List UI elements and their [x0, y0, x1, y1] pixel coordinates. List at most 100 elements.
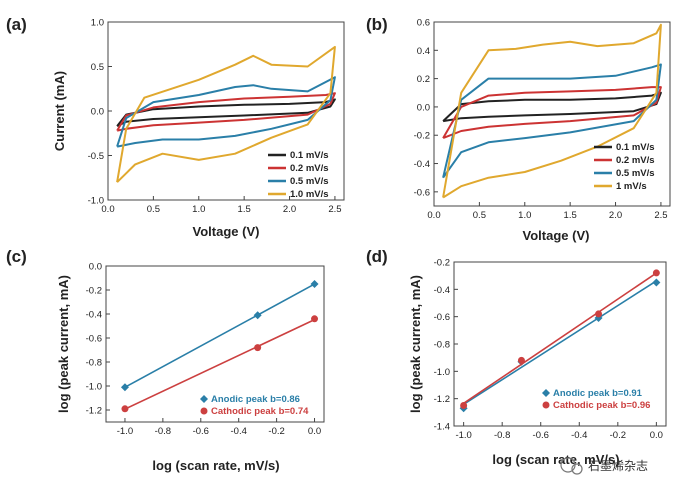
- panel-a-legend: 0.1 mV/s 0.2 mV/s 0.5 mV/s 1.0 mV/s: [268, 150, 329, 200]
- panel-a-x-tick-label: 1.5: [238, 204, 251, 215]
- panel-b-series-line: [442, 86, 662, 140]
- panel-c-x-tick-label: -0.6: [193, 426, 209, 437]
- panel-a-legend-entry: 0.2 mV/s: [290, 163, 329, 174]
- panel-c-y-tick-label: 0.0: [89, 262, 102, 273]
- panel-d-y-tick-label: -1.0: [434, 367, 450, 378]
- panel-d-y-tick-label: -1.4: [434, 422, 450, 433]
- panel-c-data-point: [311, 315, 319, 323]
- panel-c-x-tick-label: -0.8: [155, 426, 171, 437]
- panel-d-y-tick-label: -0.8: [434, 340, 450, 351]
- panel-c-y-tick-label: -1.2: [86, 406, 102, 417]
- panel-d-fit-line: [463, 280, 657, 406]
- panel-c-x-tick-label: -0.2: [268, 426, 284, 437]
- panel-c-y-tick-label: -0.2: [86, 286, 102, 297]
- panel-b-label: (b): [366, 15, 388, 34]
- panel-b-y-tick-label: 0.6: [417, 18, 430, 29]
- panel-a-y-tick-label: -1.0: [88, 196, 104, 207]
- panel-d-legend-entry: Anodic peak b=0.91: [553, 388, 643, 399]
- panel-b-series-line: [442, 63, 662, 179]
- panel-d-x-tick-label: -0.6: [533, 430, 549, 441]
- panel-a-y-tick-label: 1.0: [91, 18, 104, 29]
- panel-d-data-point: [517, 356, 525, 364]
- panel-d-y-tick-label: -1.2: [434, 394, 450, 405]
- panel-d-legend-marker: [542, 389, 550, 397]
- panel-b-x-tick-label: 1.0: [518, 210, 531, 221]
- panel-b-x-tick-label: 0.0: [427, 210, 440, 221]
- panel-d-fit-line: [463, 272, 657, 405]
- panel-a-y-axis-label: Current (mA): [52, 71, 67, 151]
- panel-a-x-tick-label: 0.0: [101, 204, 114, 215]
- panel-c-data-point: [254, 344, 262, 352]
- panel-c-y-axis-label: log (peak current, mA): [56, 275, 71, 413]
- panel-b-y-tick-label: -0.2: [414, 131, 430, 142]
- panel-b-y-tick-label: 0.4: [417, 46, 430, 57]
- panel-d-y-tick-label: -0.6: [434, 312, 450, 323]
- panel-b-plot-frame: [433, 21, 671, 207]
- panel-b-legend: 0.1 mV/s 0.2 mV/s 0.5 mV/s 1 mV/s: [594, 142, 655, 192]
- panel-d-x-tick-label: -1.0: [455, 430, 471, 441]
- panel-d-label: (d): [366, 247, 388, 266]
- panel-a-x-axis-label: Voltage (V): [193, 224, 260, 239]
- panel-a-legend-entry: 1.0 mV/s: [290, 189, 329, 200]
- panel-a-series-line: [116, 92, 336, 132]
- panel-c-ticks: -1.0 -0.8 -0.6 -0.4 -0.2 0.0 -1.2 -1.0 -0.8 -0.6 -…: [86, 262, 322, 438]
- panel-d-data-point: [652, 269, 660, 277]
- panel-a-legend-entry: 0.5 mV/s: [290, 176, 329, 187]
- panel-b-series-line: [442, 91, 662, 123]
- panel-c-legend-marker: [200, 395, 208, 403]
- panel-c-data-point: [310, 280, 319, 288]
- panel-b-y-tick-label: 0.2: [417, 74, 430, 85]
- panel-d-legend-entry: Cathodic peak b=0.96: [553, 400, 650, 411]
- panel-b-x-tick-label: 0.5: [473, 210, 486, 221]
- panel-d-x-tick-label: -0.2: [610, 430, 626, 441]
- panel-b-y-tick-label: -0.4: [414, 159, 430, 170]
- panel-c-label: (c): [6, 247, 27, 266]
- panel-b-ticks: 0.0 0.5 1.0 1.5 2.0 2.5 -0.6 -0.4 -0.2 0.0 0.2 0.4 0…: [414, 18, 668, 222]
- panel-b-x-tick-label: 1.5: [564, 210, 577, 221]
- panel-b-legend-entry: 0.2 mV/s: [616, 155, 655, 166]
- panel-a-y-tick-label: 0.0: [91, 107, 104, 118]
- panel-a-y-tick-label: -0.5: [88, 151, 104, 162]
- panel-c-plot-frame: [105, 265, 325, 423]
- panel-a-y-tick-label: 0.5: [91, 62, 104, 73]
- panel-d-x-tick-label: -0.8: [494, 430, 510, 441]
- panel-a-label: (a): [6, 15, 27, 34]
- panel-c-x-axis-label: log (scan rate, mV/s): [152, 458, 279, 473]
- panel-b-x-axis-label: Voltage (V): [523, 228, 590, 243]
- panel-a-legend-entry: 0.1 mV/s: [290, 150, 329, 161]
- watermark: 石墨烯杂志: [560, 457, 648, 475]
- panel-b-y-tick-label: 0.0: [417, 102, 430, 113]
- panel-c-y-tick-label: -0.6: [86, 334, 102, 345]
- panel-d-series: [459, 269, 661, 413]
- panel-c: (c) -1.0 -0.8 -0.6 -0.4 -0.2 0.0-1.2-1.0-0.8-…: [6, 247, 325, 473]
- panel-c-data-point: [253, 311, 262, 320]
- panel-a-series-line: [116, 45, 336, 183]
- panel-d-ticks: -1.0 -0.8 -0.6 -0.4 -0.2 0.0 -1.4 -1.2 -1.0 -0.8 -…: [434, 258, 663, 442]
- panel-c-fit-line: [124, 283, 315, 388]
- panel-d-data-point: [460, 402, 468, 409]
- panel-c-fit-line: [124, 318, 315, 410]
- panel-a-x-tick-label: 0.5: [147, 204, 160, 215]
- panel-c-legend-entry: Anodic peak b=0.86: [211, 394, 300, 405]
- panel-d-y-axis-label: log (peak current, mA): [408, 275, 423, 413]
- panel-a-x-tick-label: 2.5: [328, 204, 341, 215]
- panel-d-x-tick-label: -0.4: [571, 430, 587, 441]
- panel-a-ticks: 0.0 0.5 1.0 1.5 2.0 2.5 -1.0 -0.5 0.0 0.5 1.0: [88, 18, 342, 216]
- panel-a-series: [116, 45, 336, 183]
- wechat-logo-icon-small: [571, 463, 583, 475]
- panel-c-y-tick-label: -0.4: [86, 310, 102, 321]
- panel-b-legend-entry: 1 mV/s: [616, 181, 647, 192]
- panel-b: (b) 0.0 0.5 1.0 1.5 2.0 2.5 -0.6 -0.4 -0.2 0.0 0.2…: [366, 15, 671, 243]
- panel-d-x-axis-label: log (scan rate, mV/s): [492, 452, 619, 467]
- panel-b-x-tick-label: 2.0: [609, 210, 622, 221]
- panel-c-x-tick-label: 0.0: [308, 426, 321, 437]
- panel-c-legend-entry: Cathodic peak b=0.74: [211, 406, 309, 417]
- panel-c-legend-marker: [200, 407, 208, 415]
- panel-b-y-tick-label: -0.6: [414, 187, 430, 198]
- panel-b-x-tick-label: 2.5: [654, 210, 667, 221]
- panel-d-y-tick-label: -0.2: [434, 258, 450, 269]
- panel-c-data-point: [121, 405, 129, 413]
- panel-c-data-point: [120, 383, 129, 392]
